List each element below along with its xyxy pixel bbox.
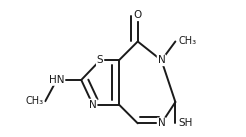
Text: CH₃: CH₃ — [179, 36, 197, 46]
Text: N: N — [158, 118, 165, 128]
Text: N: N — [89, 99, 97, 109]
Text: O: O — [134, 10, 142, 20]
Text: S: S — [97, 55, 103, 65]
Text: HN: HN — [49, 75, 64, 85]
Text: N: N — [158, 55, 165, 65]
Text: SH: SH — [179, 118, 193, 128]
Text: CH₃: CH₃ — [26, 96, 44, 106]
